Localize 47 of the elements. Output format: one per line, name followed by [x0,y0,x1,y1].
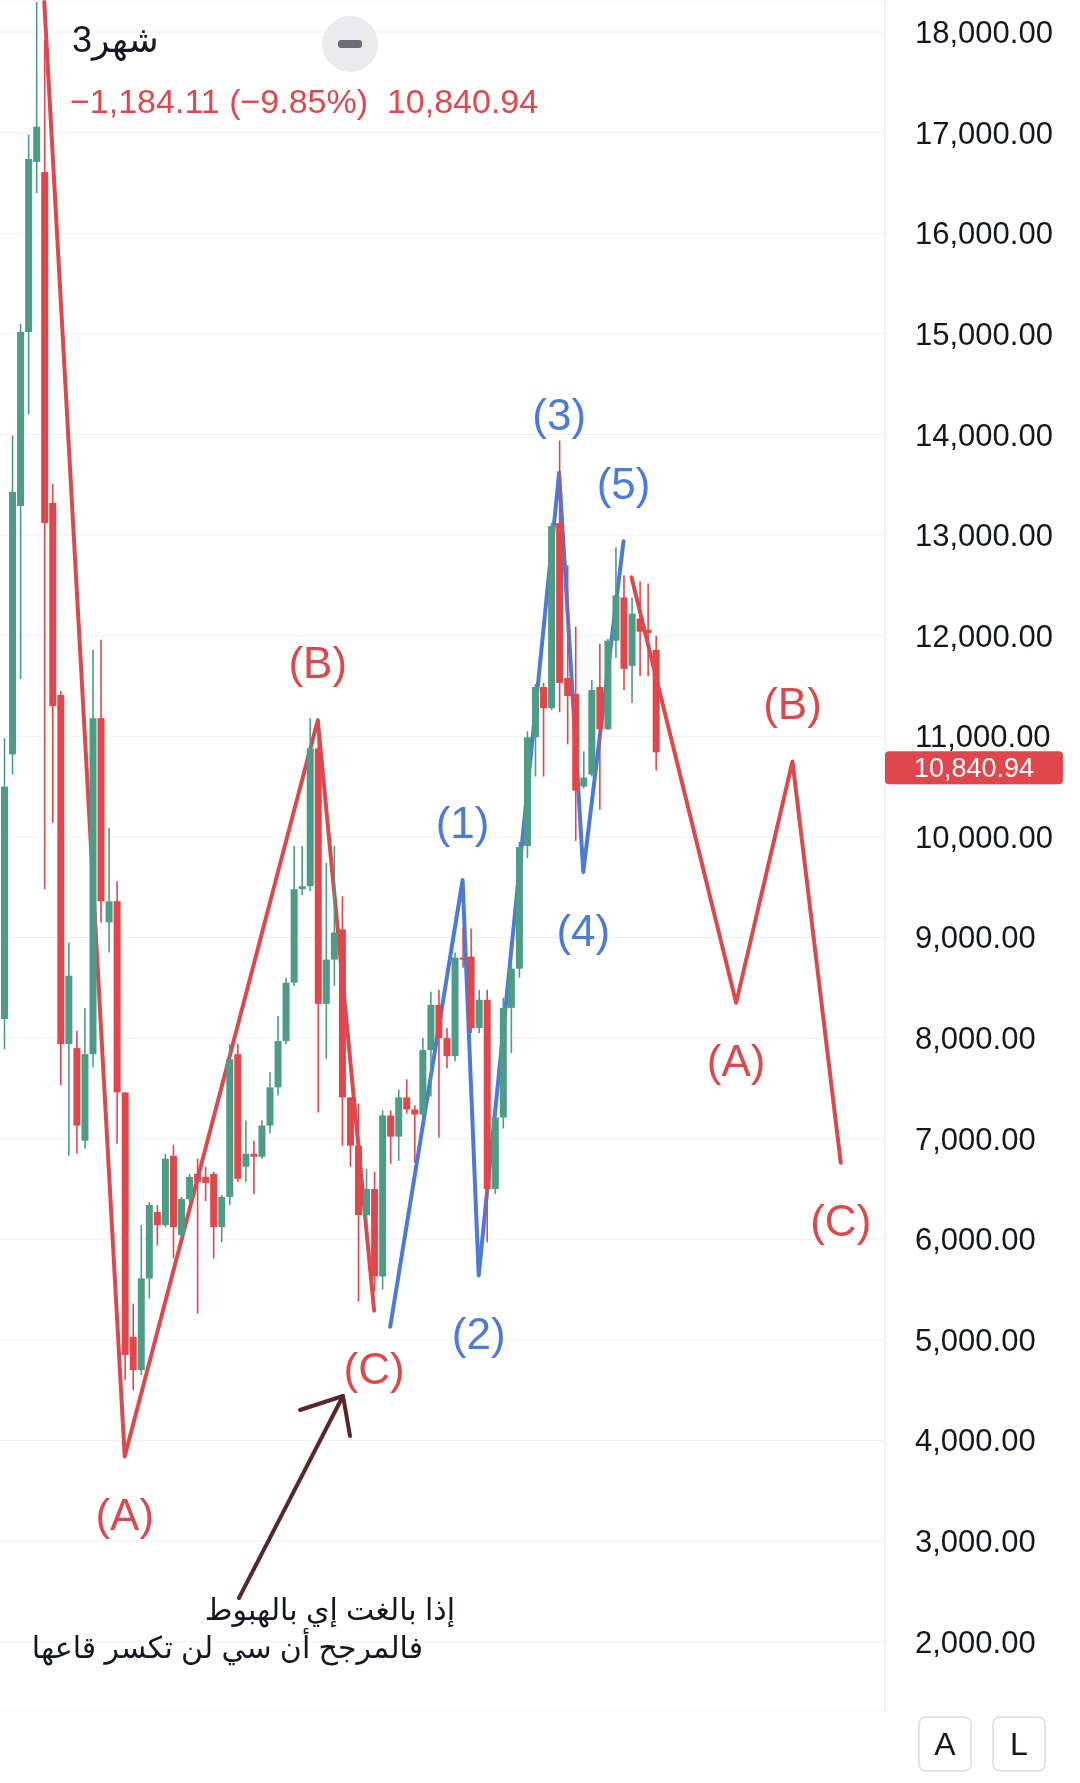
y-tick-label: 2,000.00 [915,1624,1036,1660]
y-tick-label: 18,000.00 [915,15,1053,51]
y-tick-label: 10,000.00 [915,819,1053,855]
annotation: (1) [435,797,490,847]
text: −1,184.11 (−9.85%) 10,840.94 [70,81,539,122]
annotation: (B) [288,637,348,687]
text: 10,840.94 [913,752,1035,783]
text: 3شهر [72,18,159,62]
candlestick [403,1078,411,1115]
y-tick-label: 13,000.00 [915,518,1053,554]
y-tick-label: 12,000.00 [915,618,1053,654]
candlestick [105,827,113,954]
candlestick [387,1109,395,1165]
candlestick [540,682,548,778]
y-tick-label: 11,000.00 [915,719,1051,755]
button: L [992,1716,1046,1772]
y-tick-label: 15,000.00 [915,316,1053,352]
candlestick [411,1104,419,1164]
y-tick-label: 14,000.00 [915,417,1053,453]
candlestick [242,1119,250,1183]
candlestick [443,1027,451,1070]
candlestick [298,845,306,897]
annotation: (C) [343,1344,405,1394]
annotation: (A) [95,1490,155,1540]
candlestick [580,750,588,790]
y-tick-label: 9,000.00 [915,920,1036,956]
annotation: (5) [596,458,651,508]
y-tick-label: 3,000.00 [915,1524,1036,1560]
y-tick-label: 4,000.00 [915,1423,1036,1459]
annotation: (4) [556,905,611,955]
y-tick-label: 5,000.00 [915,1322,1036,1358]
y-tick-label: 16,000.00 [915,216,1053,252]
line-series [629,575,843,1165]
candlestick [153,1204,161,1247]
button: A [918,1716,972,1772]
annotation: (2) [451,1308,506,1358]
y-tick-label: 17,000.00 [915,115,1053,151]
annotation: (A) [706,1036,766,1086]
annotation: (B) [763,678,822,728]
annotation: (3) [532,390,587,440]
candlestick [186,1173,194,1203]
y-tick-label: 6,000.00 [915,1222,1036,1258]
annotation: (C) [810,1196,872,1246]
candlestick [250,1139,258,1195]
y-tick-label: 7,000.00 [915,1121,1036,1157]
y-tick-label: 8,000.00 [915,1021,1036,1057]
annotation: إذا بالغت إي بالهبوط [204,1592,455,1628]
